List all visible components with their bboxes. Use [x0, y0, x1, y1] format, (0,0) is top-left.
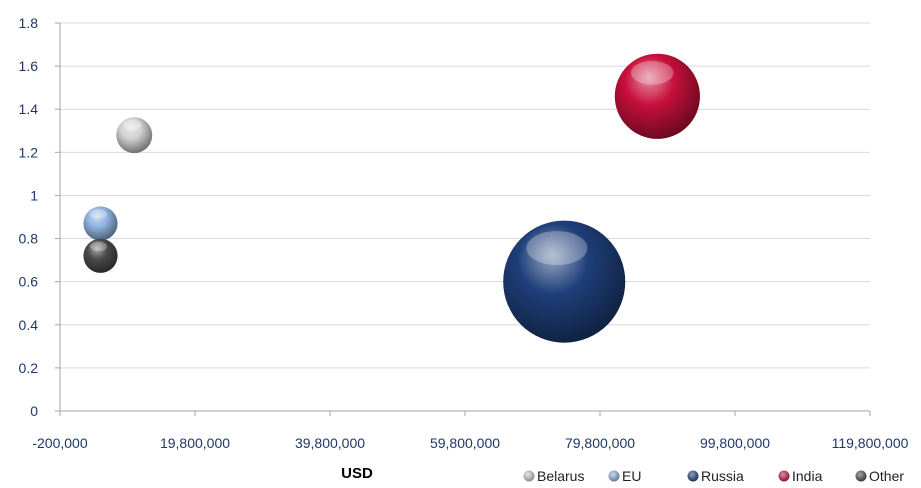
axes — [59, 23, 870, 412]
bubble-highlight-belarus — [123, 120, 142, 131]
legend-label-india: India — [792, 468, 823, 484]
legend: Belarus EU Russia India Other — [523, 468, 904, 484]
legend-label-other: Other — [869, 468, 904, 484]
bubble-highlight-russia — [526, 231, 588, 266]
bubble-highlight-eu — [89, 209, 107, 219]
legend-label-russia: Russia — [701, 468, 744, 484]
legend-item-india: India — [778, 468, 823, 484]
y-tick-label: 1.8 — [19, 15, 39, 31]
x-tick-label: -200,000 — [32, 435, 87, 451]
legend-marker-eu — [608, 470, 620, 482]
x-tick-label: 19,800,000 — [160, 435, 230, 451]
x-axis-label: USD — [341, 465, 373, 482]
bubble-belarus — [116, 117, 153, 154]
bubble-eu — [83, 206, 118, 241]
y-tick-label: 0.2 — [19, 360, 39, 376]
legend-marker-belarus — [523, 470, 535, 482]
y-tick-labels: 0 0.2 0.4 0.6 0.8 1 1.2 1.4 1.6 1.8 — [19, 15, 60, 419]
bubble-highlight-india — [630, 60, 674, 85]
legend-marker-india — [778, 470, 790, 482]
legend-marker-other — [855, 470, 867, 482]
bubbles — [83, 53, 700, 343]
x-tick-label: 119,800,000 — [832, 435, 909, 451]
legend-item-russia: Russia — [687, 468, 744, 484]
x-tick-label: 39,800,000 — [295, 435, 365, 451]
legend-item-eu: EU — [608, 468, 641, 484]
y-tick-label: 0.4 — [19, 317, 39, 333]
bubble-other — [83, 238, 118, 273]
x-tick-label: 59,800,000 — [430, 435, 500, 451]
x-tick-labels: -200,000 19,800,000 39,800,000 59,800,000 79… — [32, 411, 909, 451]
bubble-highlight-other — [89, 241, 107, 252]
bubble-india — [614, 53, 700, 139]
legend-item-belarus: Belarus — [523, 468, 584, 484]
legend-item-other: Other — [855, 468, 904, 484]
y-tick-label: 0.6 — [19, 274, 39, 290]
legend-label-belarus: Belarus — [537, 468, 584, 484]
x-tick-label: 99,800,000 — [700, 435, 770, 451]
legend-label-eu: EU — [622, 468, 641, 484]
y-tick-label: 1.6 — [19, 58, 39, 74]
gridlines — [60, 22, 870, 369]
y-tick-label: 0.8 — [19, 231, 39, 247]
y-tick-label: 0 — [30, 403, 38, 419]
x-tick-label: 79,800,000 — [565, 435, 635, 451]
y-tick-label: 1.4 — [19, 101, 39, 117]
y-tick-label: 1 — [30, 187, 38, 203]
legend-marker-russia — [687, 470, 699, 482]
y-tick-label: 1.2 — [19, 144, 39, 160]
bubble-russia — [503, 220, 626, 343]
